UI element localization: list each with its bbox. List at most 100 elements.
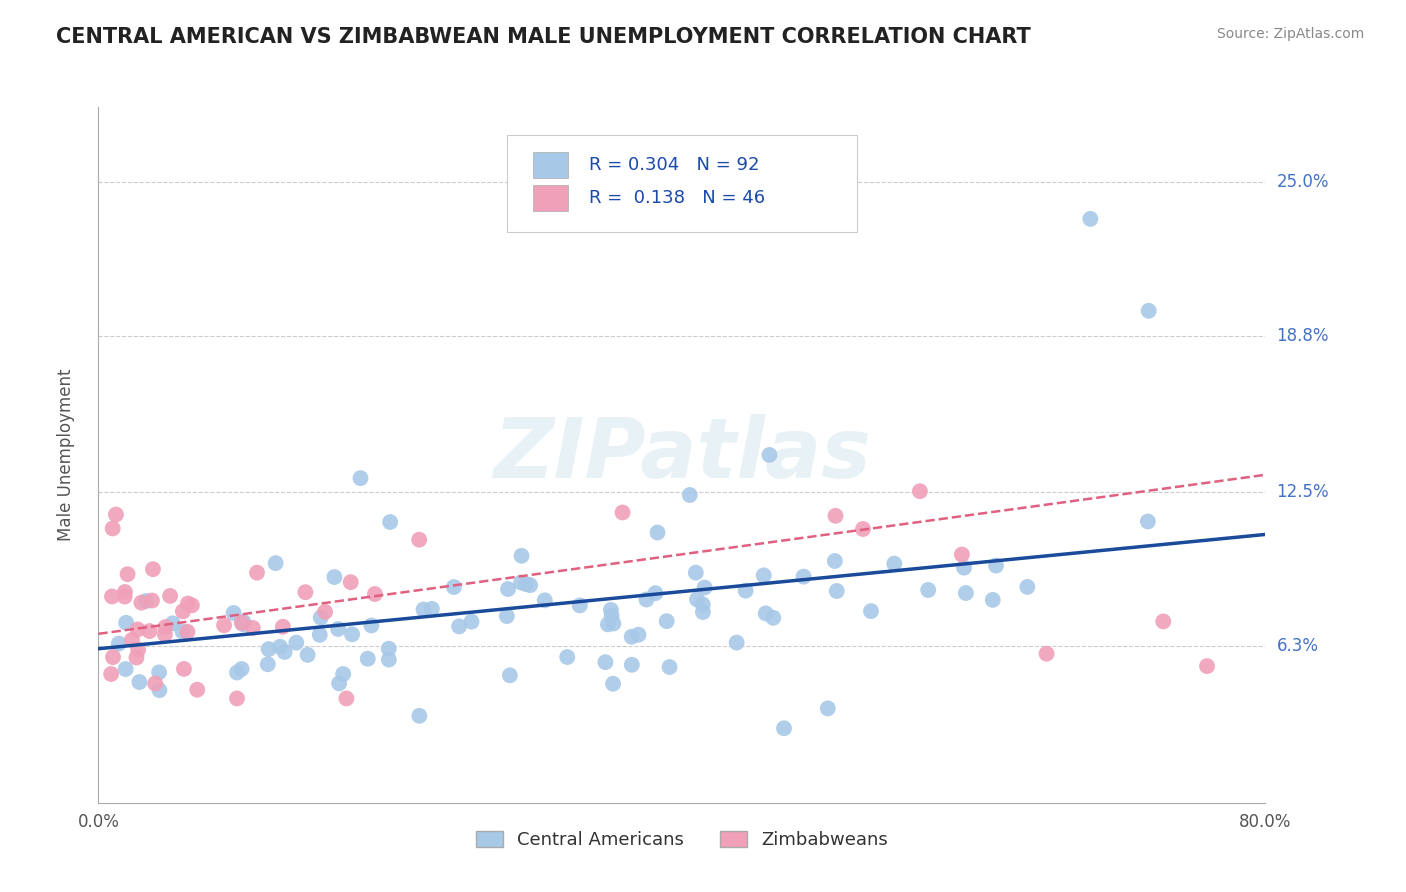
- Point: [377, 641, 399, 656]
- Point: [658, 660, 681, 674]
- Point: [762, 611, 785, 625]
- Point: [519, 578, 541, 592]
- Point: [108, 636, 131, 650]
- Point: [128, 675, 150, 690]
- Point: [101, 650, 124, 665]
- Point: [984, 558, 1007, 573]
- Point: [148, 665, 170, 680]
- Text: CENTRAL AMERICAN VS ZIMBABWEAN MALE UNEMPLOYMENT CORRELATION CHART: CENTRAL AMERICAN VS ZIMBABWEAN MALE UNEM…: [56, 27, 1031, 46]
- Point: [162, 616, 184, 631]
- Point: [131, 596, 153, 610]
- Point: [725, 635, 748, 649]
- Point: [285, 636, 308, 650]
- Point: [364, 587, 387, 601]
- Point: [420, 602, 443, 616]
- Text: Source: ZipAtlas.com: Source: ZipAtlas.com: [1216, 27, 1364, 41]
- Point: [852, 522, 875, 536]
- Point: [173, 662, 195, 676]
- Point: [176, 624, 198, 639]
- Point: [246, 566, 269, 580]
- Point: [114, 590, 136, 604]
- Point: [226, 691, 249, 706]
- Point: [153, 627, 176, 641]
- Point: [495, 609, 517, 624]
- Point: [115, 615, 138, 630]
- Point: [883, 557, 905, 571]
- Text: 6.3%: 6.3%: [1277, 637, 1319, 656]
- Point: [127, 623, 149, 637]
- Point: [752, 568, 775, 582]
- Text: 18.8%: 18.8%: [1277, 326, 1329, 344]
- Point: [692, 605, 714, 619]
- Point: [357, 651, 380, 665]
- Point: [100, 667, 122, 681]
- Point: [127, 642, 149, 657]
- Point: [114, 585, 136, 599]
- Point: [328, 676, 350, 690]
- Legend: Central Americans, Zimbabweans: Central Americans, Zimbabweans: [468, 823, 896, 856]
- Point: [212, 618, 235, 632]
- Point: [1137, 303, 1160, 318]
- Point: [602, 677, 624, 691]
- Point: [499, 668, 522, 682]
- Point: [685, 566, 707, 580]
- Point: [692, 598, 714, 612]
- Point: [135, 594, 157, 608]
- Point: [332, 667, 354, 681]
- Point: [172, 624, 194, 639]
- Point: [1035, 647, 1057, 661]
- Point: [232, 615, 254, 629]
- Point: [308, 628, 330, 642]
- Point: [612, 506, 634, 520]
- Text: 12.5%: 12.5%: [1277, 483, 1329, 501]
- Point: [734, 583, 756, 598]
- Point: [620, 657, 643, 672]
- Point: [627, 628, 650, 642]
- Point: [257, 642, 280, 657]
- Point: [148, 683, 170, 698]
- Point: [1017, 580, 1039, 594]
- Point: [908, 484, 931, 499]
- Point: [264, 556, 287, 570]
- Point: [231, 615, 253, 630]
- Point: [793, 569, 815, 583]
- Point: [510, 549, 533, 563]
- Point: [232, 617, 254, 632]
- Point: [917, 582, 939, 597]
- Point: [596, 617, 619, 632]
- Point: [117, 567, 139, 582]
- Y-axis label: Male Unemployment: Male Unemployment: [56, 368, 75, 541]
- Point: [159, 589, 181, 603]
- Point: [655, 614, 678, 628]
- Point: [380, 515, 402, 529]
- Bar: [533, 152, 568, 178]
- Point: [101, 521, 124, 535]
- Point: [273, 645, 295, 659]
- Point: [408, 708, 430, 723]
- Point: [138, 624, 160, 638]
- Point: [141, 593, 163, 607]
- Point: [568, 599, 591, 613]
- Point: [104, 508, 127, 522]
- Point: [271, 620, 294, 634]
- Point: [620, 630, 643, 644]
- Point: [955, 586, 977, 600]
- Point: [950, 548, 973, 562]
- Point: [360, 618, 382, 632]
- Point: [294, 585, 316, 599]
- Point: [297, 648, 319, 662]
- Point: [155, 620, 177, 634]
- Point: [460, 615, 482, 629]
- Point: [323, 570, 346, 584]
- Text: R =  0.138   N = 46: R = 0.138 N = 46: [589, 189, 765, 207]
- Point: [226, 665, 249, 680]
- Point: [114, 662, 136, 676]
- Point: [222, 606, 245, 620]
- Point: [599, 603, 621, 617]
- Point: [177, 597, 200, 611]
- Point: [181, 599, 204, 613]
- Point: [533, 593, 555, 607]
- Point: [412, 602, 434, 616]
- Point: [408, 533, 430, 547]
- Point: [1136, 515, 1159, 529]
